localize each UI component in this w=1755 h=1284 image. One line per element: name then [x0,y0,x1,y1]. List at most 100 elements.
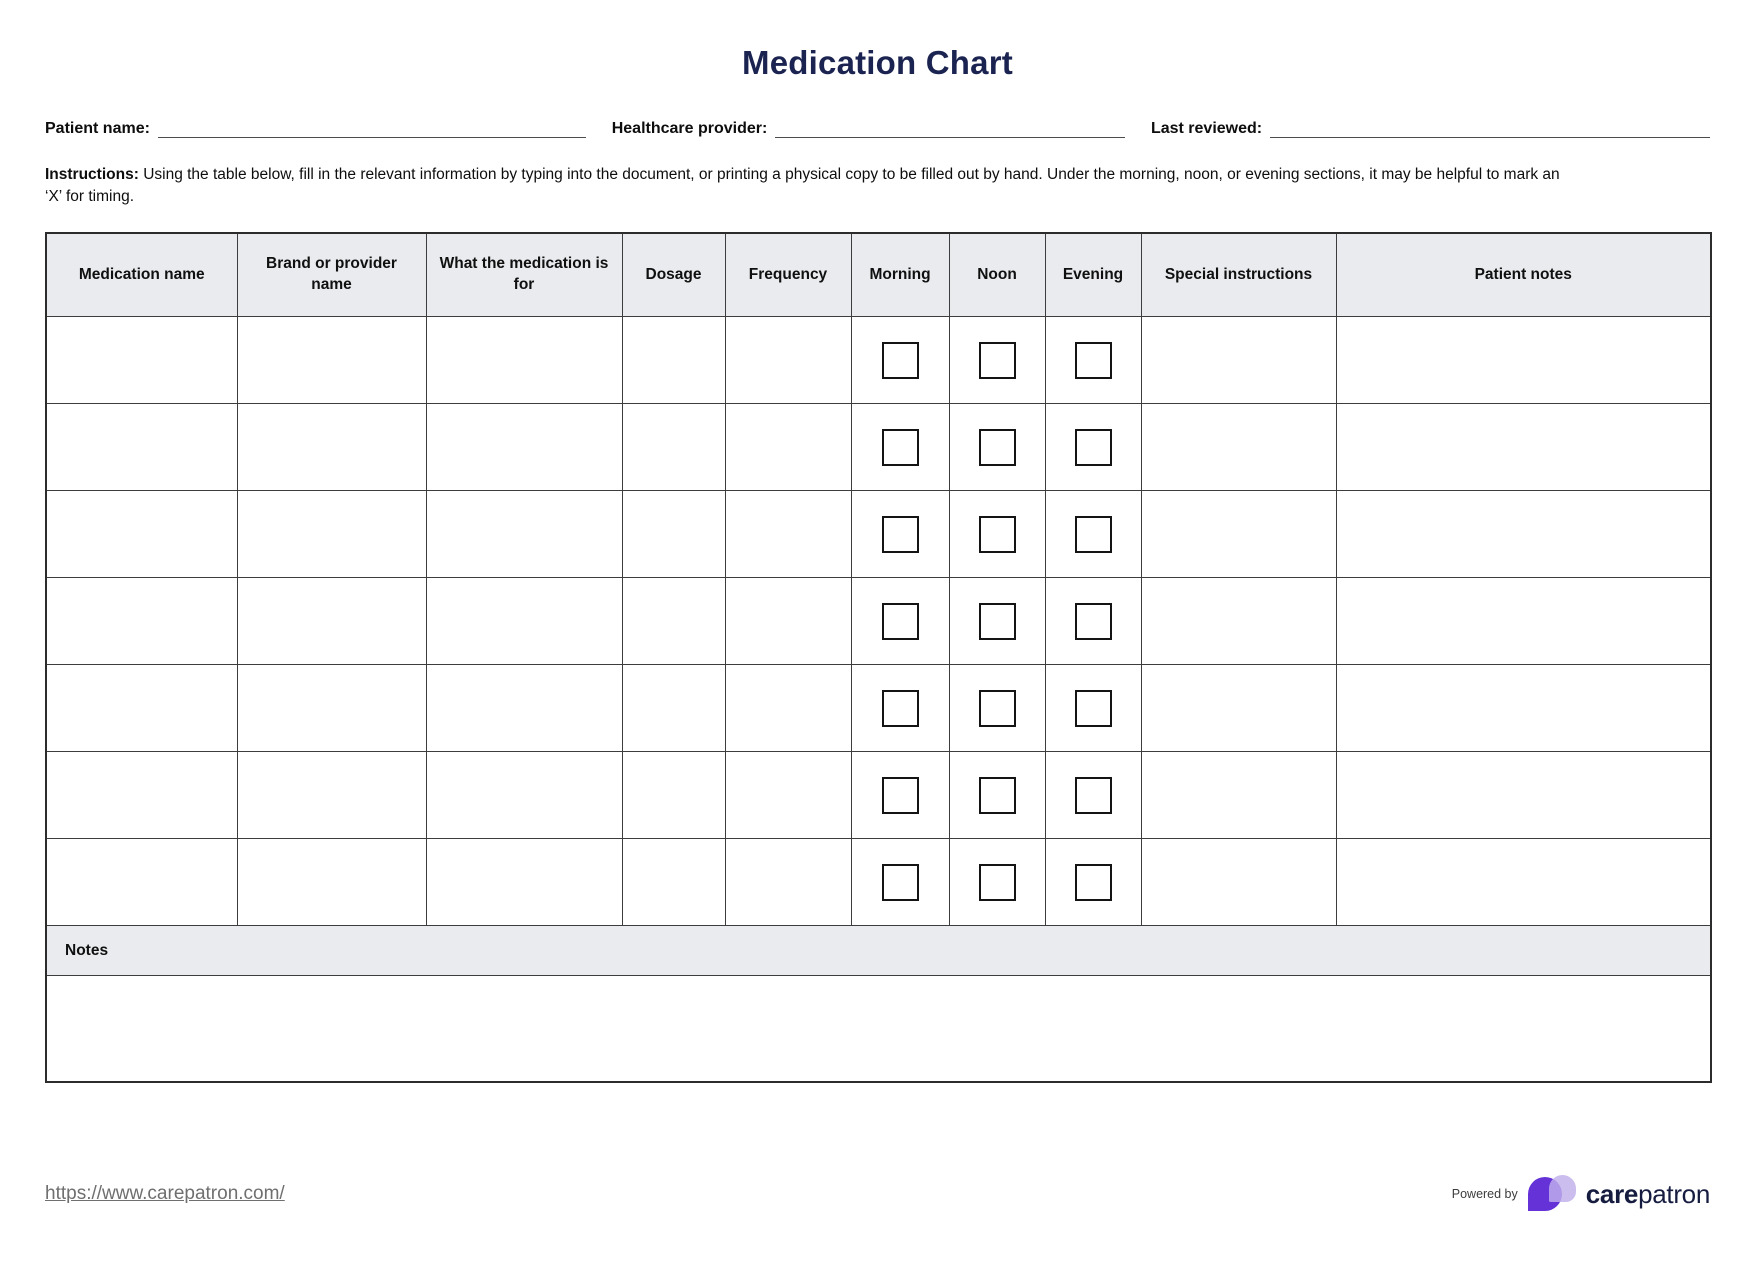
cell-patient-notes[interactable] [1335,577,1712,666]
wordmark-patron: patron [1638,1178,1710,1209]
noon-checkbox[interactable] [978,428,1016,466]
cell-patient-notes[interactable] [1335,316,1712,405]
cell-dosage[interactable] [621,577,726,666]
cell-patient-notes[interactable] [1335,490,1712,579]
last-reviewed-label: Last reviewed: [1150,120,1263,137]
cell-brand-name[interactable] [236,664,427,753]
cell-medication-purpose[interactable] [425,403,623,492]
cell-frequency[interactable] [724,403,852,492]
cell-medication-name[interactable] [45,751,238,840]
col-header-patient-notes: Patient notes [1335,232,1712,318]
cell-medication-name[interactable] [45,403,238,492]
noon-checkbox[interactable] [978,863,1016,901]
cell-special-instructions[interactable] [1140,403,1337,492]
cell-patient-notes[interactable] [1335,403,1712,492]
cell-special-instructions[interactable] [1140,577,1337,666]
cell-dosage[interactable] [621,316,726,405]
noon-checkbox[interactable] [978,602,1016,640]
cell-dosage[interactable] [621,838,726,927]
cell-special-instructions[interactable] [1140,490,1337,579]
noon-checkbox[interactable] [978,776,1016,814]
cell-patient-notes[interactable] [1335,664,1712,753]
cell-brand-name[interactable] [236,403,427,492]
morning-checkbox[interactable] [881,428,919,466]
carepatron-link[interactable]: https://www.carepatron.com/ [45,1183,285,1204]
cell-frequency[interactable] [724,838,852,927]
cell-brand-name[interactable] [236,316,427,405]
medication-chart-document: Medication Chart Patient name: Healthcar… [0,44,1755,1284]
evening-checkbox[interactable] [1074,863,1112,901]
cell-brand-name[interactable] [236,838,427,927]
notes-input-area[interactable] [45,975,1712,1083]
cell-dosage[interactable] [621,664,726,753]
table-header-row: Medication name Brand or provider name W… [45,232,1712,318]
cell-dosage[interactable] [621,403,726,492]
notes-body-row [45,975,1712,1083]
cell-medication-name[interactable] [45,577,238,666]
cell-medication-purpose[interactable] [425,316,623,405]
cell-medication-purpose[interactable] [425,751,623,840]
evening-checkbox[interactable] [1074,689,1112,727]
evening-checkbox[interactable] [1074,776,1112,814]
cell-frequency[interactable] [724,490,852,579]
morning-checkbox[interactable] [881,863,919,901]
healthcare-provider-input[interactable] [775,118,1125,138]
cell-patient-notes[interactable] [1335,838,1712,927]
cell-frequency[interactable] [724,664,852,753]
col-header-brand-name: Brand or provider name [236,232,427,318]
noon-checkbox[interactable] [978,515,1016,553]
cell-brand-name[interactable] [236,490,427,579]
cell-medication-purpose[interactable] [425,838,623,927]
cell-brand-name[interactable] [236,577,427,666]
cell-special-instructions[interactable] [1140,838,1337,927]
cell-evening [1044,751,1142,840]
noon-checkbox[interactable] [978,689,1016,727]
cell-noon [948,838,1046,927]
patient-name-label: Patient name: [45,120,150,137]
evening-checkbox[interactable] [1074,602,1112,640]
cell-noon [948,403,1046,492]
cell-medication-purpose[interactable] [425,490,623,579]
instructions-label: Instructions: [45,166,139,183]
cell-medication-purpose[interactable] [425,664,623,753]
cell-medication-purpose[interactable] [425,577,623,666]
cell-medication-name[interactable] [45,490,238,579]
cell-morning [850,838,950,927]
healthcare-provider-field: Healthcare provider: [612,118,1125,138]
cell-frequency[interactable] [724,577,852,666]
col-header-dosage: Dosage [621,232,726,318]
powered-by: Powered by carepatron [1452,1172,1710,1216]
cell-frequency[interactable] [724,316,852,405]
cell-dosage[interactable] [621,751,726,840]
cell-medication-name[interactable] [45,316,238,405]
last-reviewed-input[interactable] [1270,118,1710,138]
col-header-morning: Morning [850,232,950,318]
cell-special-instructions[interactable] [1140,316,1337,405]
evening-checkbox[interactable] [1074,515,1112,553]
cell-medication-name[interactable] [45,664,238,753]
cell-noon [948,577,1046,666]
cell-morning [850,577,950,666]
header-fields: Patient name: Healthcare provider: Last … [45,118,1710,138]
healthcare-provider-label: Healthcare provider: [611,120,768,137]
cell-dosage[interactable] [621,490,726,579]
cell-evening [1044,403,1142,492]
cell-frequency[interactable] [724,751,852,840]
morning-checkbox[interactable] [881,689,919,727]
cell-evening [1044,838,1142,927]
noon-checkbox[interactable] [978,341,1016,379]
evening-checkbox[interactable] [1074,428,1112,466]
morning-checkbox[interactable] [881,776,919,814]
cell-evening [1044,664,1142,753]
cell-patient-notes[interactable] [1335,751,1712,840]
morning-checkbox[interactable] [881,602,919,640]
cell-special-instructions[interactable] [1140,664,1337,753]
cell-special-instructions[interactable] [1140,751,1337,840]
evening-checkbox[interactable] [1074,341,1112,379]
morning-checkbox[interactable] [881,515,919,553]
cell-noon [948,490,1046,579]
cell-brand-name[interactable] [236,751,427,840]
cell-medication-name[interactable] [45,838,238,927]
patient-name-input[interactable] [157,118,586,138]
morning-checkbox[interactable] [881,341,919,379]
